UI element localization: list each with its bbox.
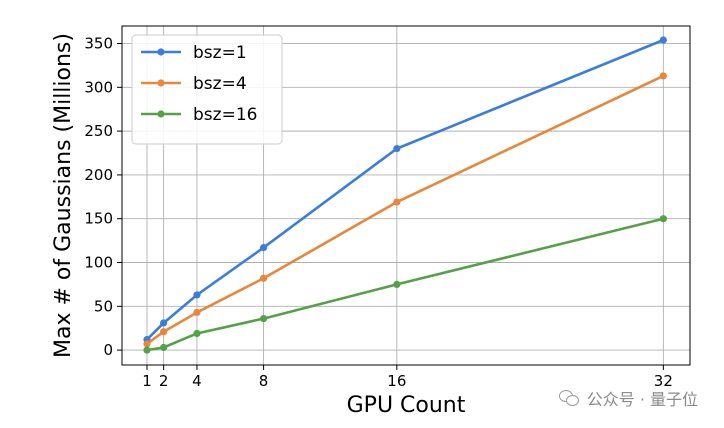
- y-tick-label: 0: [103, 341, 113, 359]
- y-axis-label: Max # of Gaussians (Millions): [51, 33, 76, 358]
- legend-swatch-marker: [157, 48, 165, 56]
- data-point: [160, 343, 168, 352]
- series-line: [146, 38, 664, 341]
- watermark-text: 公众号 · 量子位: [586, 390, 698, 409]
- data-point: [259, 314, 268, 323]
- legend-label: bsz=16: [193, 105, 257, 125]
- data-point: [193, 329, 201, 338]
- data-point: [193, 308, 201, 317]
- data-point: [659, 36, 667, 44]
- x-tick-label: 16: [387, 372, 406, 390]
- wechat-icon: [558, 389, 581, 407]
- y-axis-ticks: 0 50 100 150 200 250 300 350: [84, 35, 122, 359]
- y-tick-label: 150: [84, 210, 113, 228]
- x-axis-ticks: 1 2 4 8 16 32: [142, 365, 673, 390]
- series-line: [146, 217, 664, 352]
- legend-box: [131, 34, 283, 145]
- x-tick-label: 32: [654, 372, 673, 390]
- series-bsz=16: [143, 215, 667, 354]
- data-point: [393, 198, 401, 206]
- y-tick-label: 350: [84, 35, 113, 53]
- data-point: [393, 280, 401, 289]
- data-point: [160, 319, 168, 327]
- y-tick-label: 250: [84, 122, 113, 140]
- data-point: [259, 274, 268, 282]
- legend: bsz=1 bsz=4 bsz=16: [131, 34, 283, 145]
- legend-label: bsz=1: [193, 43, 247, 63]
- legend-label: bsz=4: [193, 74, 247, 94]
- x-tick-label: 8: [259, 372, 269, 390]
- x-tick-label: 1: [142, 372, 152, 390]
- x-tick-label: 4: [192, 372, 202, 390]
- data-point: [143, 340, 151, 348]
- legend-swatch-marker: [157, 110, 165, 118]
- x-tick-label: 2: [159, 372, 169, 390]
- series-bsz=4: [143, 72, 667, 348]
- y-tick-label: 300: [84, 78, 113, 96]
- data-point: [259, 244, 268, 252]
- data-point: [160, 328, 168, 336]
- data-point: [659, 72, 667, 80]
- series-layer: [143, 36, 667, 354]
- legend-swatch-marker: [157, 79, 165, 87]
- watermark: 公众号 · 量子位: [558, 386, 698, 410]
- x-axis-label: GPU Count: [347, 393, 466, 418]
- data-point: [393, 145, 401, 153]
- y-tick-label: 100: [84, 254, 113, 272]
- plot-frame: [121, 25, 691, 366]
- data-point: [659, 215, 667, 223]
- y-tick-label: 200: [84, 166, 113, 184]
- y-tick-label: 50: [94, 297, 113, 315]
- data-point: [193, 291, 201, 299]
- data-point: [143, 346, 151, 354]
